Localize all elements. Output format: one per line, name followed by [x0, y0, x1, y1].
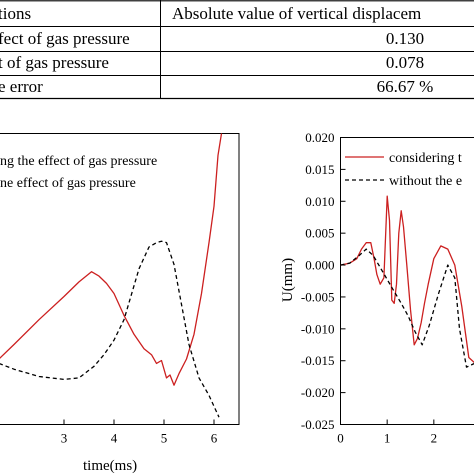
table-cell: t of gas pressure: [0, 53, 109, 72]
left-x-tick-label: 5: [161, 431, 168, 446]
right-y-tick-label: -0.010: [301, 321, 335, 336]
right-x-tick-label: 1: [384, 431, 391, 446]
right-y-tick-label: -0.005: [301, 289, 335, 304]
right-y-tick-labels: 0.020 0.015 0.010 0.005 0.000 -0.005 -0.010 -0.…: [301, 130, 335, 432]
table-header-col1: tions: [0, 4, 31, 23]
left-series-line-without-gas-pressure: [0, 240, 220, 418]
right-y-tick-label: 0.005: [305, 226, 334, 241]
right-series-group: [340, 195, 474, 368]
right-chart: 0.020 0.015 0.010 0.005 0.000 -0.005 -0.010 -0.…: [280, 130, 474, 446]
table-cell: e error: [0, 77, 43, 96]
left-x-tick-marks: [63, 419, 215, 425]
right-y-axis-label: U(mm): [280, 258, 296, 302]
left-legend-entry-without: ne effect of gas pressure: [0, 176, 136, 191]
right-plot-frame: [340, 137, 474, 425]
left-x-tick-labels: 3 4 5 6: [61, 431, 218, 446]
right-x-tick-label: 0: [337, 431, 344, 446]
table-header-col2: Absolute value of vertical displacem: [172, 4, 421, 23]
left-x-tick-label: 6: [211, 431, 218, 446]
right-y-tick-marks: [340, 137, 346, 425]
right-y-tick-label: 0.000: [305, 258, 334, 273]
left-series-group: [0, 133, 223, 418]
right-x-tick-label: 2: [431, 431, 438, 446]
right-y-tick-label: 0.015: [305, 162, 334, 177]
left-x-axis-label: time(ms): [83, 458, 137, 474]
right-legend-entry-considering: considering t: [389, 151, 462, 166]
left-series-line-considering-gas-pressure: [0, 133, 223, 386]
right-y-tick-label: -0.025: [301, 417, 335, 432]
comparison-table: tions Absolute value of vertical displac…: [0, 0, 474, 100]
left-legend-entry-considering: ng the effect of gas pressure: [0, 154, 157, 169]
right-x-tick-marks: [340, 419, 435, 425]
left-legend: ng the effect of gas pressure ne effect …: [0, 154, 157, 191]
table-cell: fect of gas pressure: [0, 29, 130, 48]
right-y-tick-label: 0.010: [305, 194, 334, 209]
left-x-tick-label: 3: [61, 431, 68, 446]
right-y-tick-label: -0.020: [301, 385, 335, 400]
left-x-tick-label: 4: [111, 431, 118, 446]
right-legend: considering t without the e: [345, 151, 462, 189]
table-cell: 0.130: [386, 29, 424, 48]
right-series-line-without-gas-pressure: [340, 248, 474, 368]
table-cell: 0.078: [386, 53, 424, 72]
right-x-tick-labels: 0 1 2: [337, 431, 437, 446]
left-plot-frame: [0, 133, 240, 425]
right-series-line-considering-gas-pressure: [340, 195, 474, 364]
left-chart: 3 4 5 6 ng the effect of gas pressure ne ef…: [0, 133, 240, 474]
table-cell: 66.67 %: [377, 77, 434, 96]
right-y-tick-label: 0.020: [305, 130, 334, 145]
right-y-tick-label: -0.015: [301, 353, 335, 368]
right-legend-entry-without: without the e: [389, 174, 462, 189]
